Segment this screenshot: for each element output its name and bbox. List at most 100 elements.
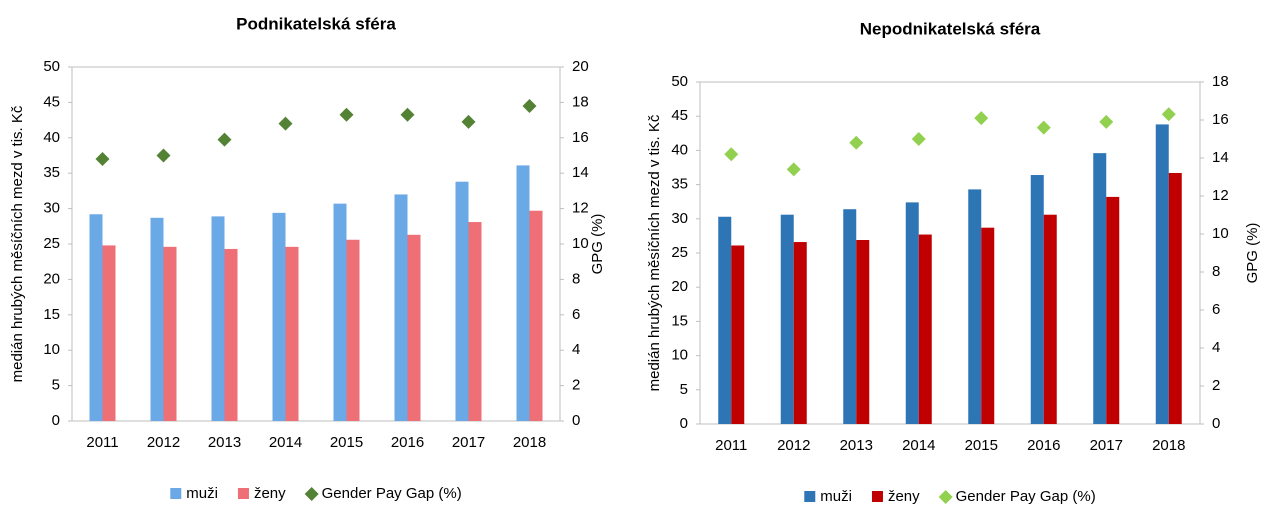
y-tick-label: 0	[52, 412, 60, 429]
bar	[843, 209, 857, 424]
bar	[394, 194, 408, 421]
x-tick-label: 2011	[715, 437, 747, 454]
bar	[905, 202, 919, 424]
y-tick-label: 40	[671, 141, 688, 158]
y-tick-label: 30	[671, 210, 688, 227]
y2-tick-label: 14	[1212, 149, 1229, 166]
y2-tick-label: 20	[572, 58, 589, 75]
gpg-marker	[278, 116, 293, 131]
y2-tick-label: 18	[572, 93, 589, 110]
plot-border	[71, 66, 561, 422]
bar	[1106, 196, 1120, 424]
bar	[346, 239, 360, 421]
y2-tick-label: 6	[1212, 301, 1220, 318]
y2-tick-label: 12	[572, 200, 589, 217]
y2-tick-label: 12	[1212, 187, 1229, 204]
y-tick-label: 40	[43, 129, 60, 146]
y2-tick-label: 4	[572, 341, 580, 358]
y2-tick-label: 2	[572, 377, 580, 394]
gpg-marker	[217, 132, 232, 147]
gpg-marker	[911, 132, 926, 146]
y-tick-label: 20	[671, 278, 688, 295]
bar	[718, 216, 732, 424]
gpg-marker	[974, 111, 989, 126]
y-tick-label: 10	[43, 341, 60, 358]
bar	[968, 189, 982, 424]
bar	[780, 214, 794, 424]
y2-axis-label: GPG (%)	[589, 214, 606, 275]
bar	[272, 212, 286, 421]
x-tick-label: 2014	[269, 434, 302, 451]
legend-label: muži	[820, 488, 852, 505]
bar	[407, 234, 421, 421]
bar	[793, 242, 807, 424]
y-tick-label: 45	[43, 93, 60, 110]
x-tick-label: 2013	[208, 434, 241, 451]
bar	[102, 245, 116, 421]
bar	[1093, 153, 1107, 425]
y-tick-label: 5	[680, 381, 688, 398]
gpg-marker	[1161, 107, 1176, 122]
x-tick-label: 2016	[391, 434, 424, 451]
y2-tick-label: 8	[1212, 263, 1220, 280]
plot-border	[699, 81, 1201, 425]
bar	[516, 165, 530, 421]
gpg-marker	[1036, 120, 1051, 135]
gpg-marker	[1099, 114, 1114, 129]
gpg-marker	[156, 148, 171, 163]
legend-label: ženy	[254, 485, 286, 502]
bar	[529, 210, 543, 421]
gpg-marker	[786, 162, 801, 177]
legend-marker	[170, 488, 182, 499]
y-tick-label: 15	[671, 312, 688, 329]
y-tick-label: 15	[43, 306, 60, 323]
x-tick-label: 2015	[965, 437, 998, 454]
gpg-marker	[724, 147, 739, 162]
bar	[468, 222, 482, 421]
x-tick-label: 2018	[1152, 437, 1185, 454]
y2-tick-label: 16	[572, 129, 589, 146]
y2-tick-label: 10	[572, 235, 589, 252]
x-tick-label: 2012	[777, 437, 810, 454]
gpg-marker	[522, 98, 537, 113]
legend-label: ženy	[888, 488, 920, 505]
y-tick-label: 35	[43, 164, 60, 181]
y-tick-label: 10	[671, 347, 688, 364]
x-tick-label: 2015	[330, 434, 363, 451]
bar	[211, 216, 225, 421]
legend-label: Gender Pay Gap (%)	[322, 485, 462, 502]
y2-tick-label: 6	[572, 306, 580, 323]
bar	[1043, 214, 1057, 424]
legend-marker	[871, 491, 883, 502]
x-tick-label: 2017	[1090, 437, 1123, 454]
bar	[89, 214, 103, 421]
bar	[150, 217, 164, 421]
bar	[285, 246, 299, 421]
y2-tick-label: 0	[572, 412, 580, 429]
y2-tick-label: 4	[1212, 339, 1220, 356]
y-tick-label: 35	[671, 176, 688, 193]
legend-marker	[304, 487, 319, 501]
y2-tick-label: 2	[1212, 377, 1220, 394]
legend-label: Gender Pay Gap (%)	[956, 488, 1096, 505]
x-tick-label: 2016	[1027, 437, 1060, 454]
legend-marker	[804, 491, 816, 502]
bar	[856, 240, 870, 424]
gpg-marker	[339, 107, 354, 122]
y2-tick-label: 14	[572, 164, 589, 181]
y2-tick-label: 8	[572, 270, 580, 287]
x-tick-label: 2017	[452, 434, 485, 451]
y2-axis-label: GPG (%)	[1244, 223, 1261, 284]
legend-marker	[237, 488, 249, 499]
y-axis-label: medián hrubých měsíčních mezd v tis. Kč	[9, 105, 26, 382]
y-tick-label: 25	[43, 235, 60, 252]
y-tick-label: 0	[680, 415, 688, 432]
bar	[333, 203, 347, 421]
x-tick-label: 2018	[513, 434, 546, 451]
x-tick-label: 2012	[147, 434, 180, 451]
bar	[918, 234, 932, 424]
legend-label: muži	[186, 485, 218, 502]
gpg-marker	[849, 135, 864, 150]
y-tick-label: 5	[52, 377, 60, 394]
y-tick-label: 30	[43, 200, 60, 217]
